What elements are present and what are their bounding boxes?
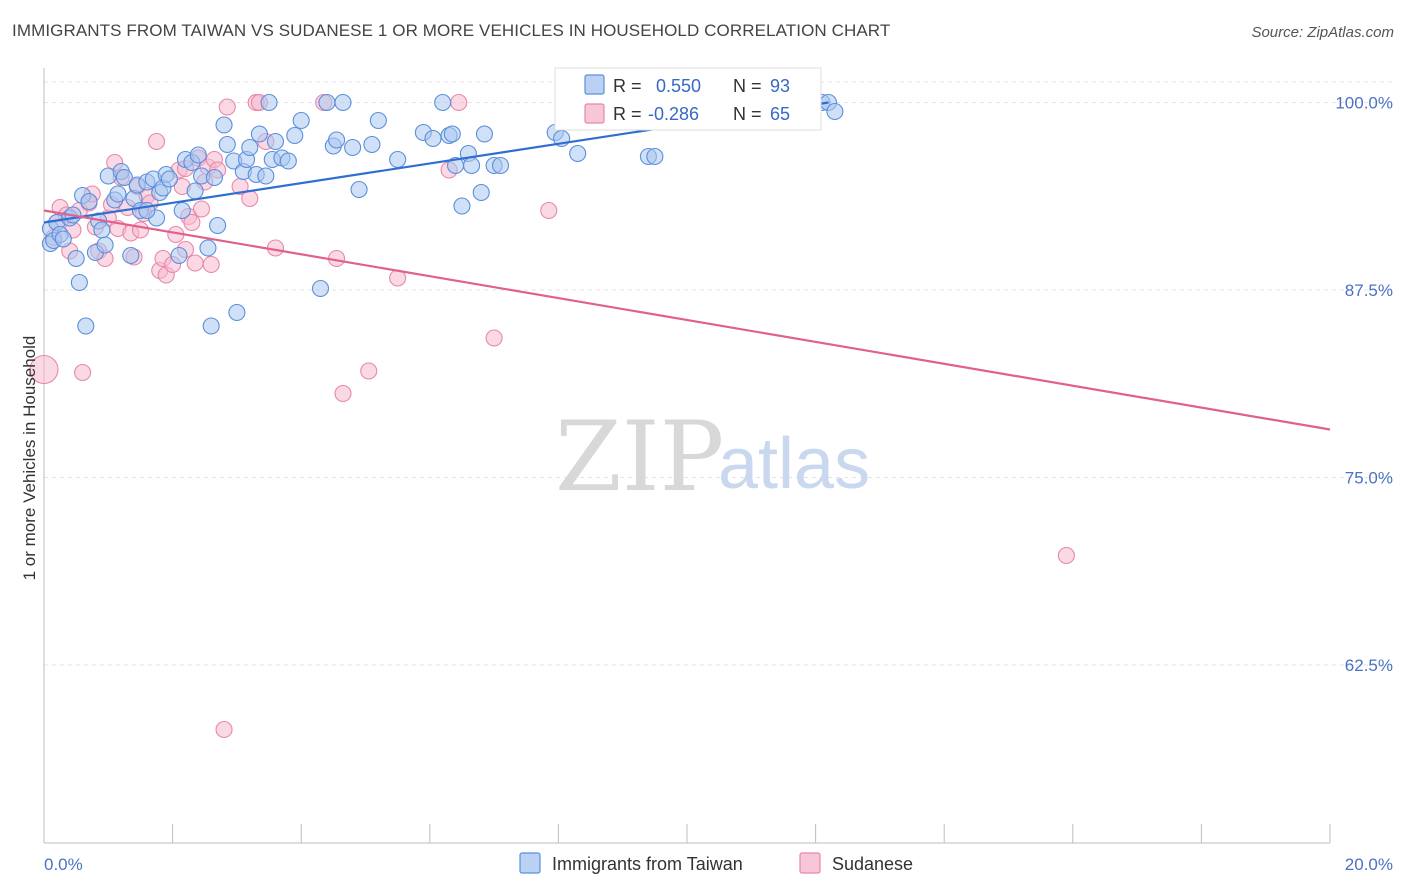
series-legend-swatch-sudanese — [799, 852, 821, 874]
point-taiwan — [826, 102, 844, 121]
point-taiwan — [491, 156, 510, 175]
legend-n-value-taiwan: 93 — [770, 76, 790, 96]
point-taiwan — [228, 303, 246, 322]
point-taiwan — [266, 132, 285, 151]
point-taiwan — [215, 116, 233, 134]
point-taiwan — [189, 146, 207, 164]
point-taiwan — [257, 167, 275, 185]
point-sudanese — [192, 200, 211, 218]
point-taiwan — [173, 201, 191, 220]
point-taiwan — [122, 246, 140, 265]
legend-n-value-sudanese: 65 — [770, 104, 790, 124]
point-sudanese — [186, 254, 204, 272]
point-sudanese — [131, 221, 149, 239]
y-tick-label: 87.5% — [1345, 281, 1393, 300]
point-sudanese — [360, 362, 378, 380]
point-sudanese — [183, 213, 201, 232]
point-taiwan — [286, 126, 304, 145]
point-taiwan — [67, 249, 85, 268]
point-taiwan — [292, 111, 310, 130]
legend-swatch-taiwan — [584, 74, 605, 95]
point-taiwan — [70, 273, 88, 292]
y-tick-labels: 62.5% 75.0% 87.5% 100.0% — [1335, 94, 1393, 676]
point-taiwan — [186, 182, 204, 200]
legend-r-value-taiwan: 0.550 — [656, 76, 701, 96]
trend-line-sudanese — [43, 209, 1331, 431]
x-tick-label-max: 20.0% — [1345, 855, 1393, 874]
watermark-zip: ZIP — [555, 401, 724, 513]
point-sudanese — [1057, 546, 1075, 565]
point-taiwan — [77, 317, 95, 335]
point-taiwan — [311, 279, 330, 298]
chart-title: IMMIGRANTS FROM TAIWAN VS SUDANESE 1 OR … — [12, 21, 891, 40]
series-legend: Immigrants from Taiwan Sudanese — [519, 852, 913, 874]
point-taiwan — [199, 239, 217, 257]
point-taiwan — [344, 138, 362, 157]
series-legend-label-taiwan: Immigrants from Taiwan — [552, 854, 743, 874]
point-sudanese — [215, 720, 233, 739]
point-taiwan — [453, 197, 471, 215]
point-sudanese — [74, 363, 92, 382]
point-taiwan — [350, 180, 368, 199]
point-taiwan — [115, 168, 133, 187]
source-label: Source: ZipAtlas.com — [1251, 24, 1394, 41]
point-taiwan — [646, 147, 664, 166]
point-sudanese — [218, 98, 236, 116]
x-axis-ticks — [43, 824, 1331, 843]
point-taiwan — [202, 317, 220, 335]
point-taiwan — [443, 125, 461, 143]
point-taiwan — [93, 221, 111, 239]
point-taiwan — [250, 125, 268, 143]
point-sudanese — [29, 354, 59, 385]
point-taiwan — [109, 185, 127, 203]
point-taiwan — [80, 192, 98, 211]
y-tick-label: 100.0% — [1335, 94, 1393, 113]
watermark-atlas: atlas — [718, 424, 870, 504]
point-sudanese — [202, 255, 220, 274]
point-taiwan — [363, 135, 381, 154]
point-taiwan — [434, 93, 452, 112]
point-taiwan — [328, 131, 346, 149]
point-taiwan — [160, 170, 178, 188]
point-taiwan — [205, 168, 223, 187]
point-taiwan — [279, 152, 297, 170]
point-taiwan — [170, 246, 188, 265]
y-tick-label: 62.5% — [1345, 656, 1393, 675]
legend-swatch-sudanese — [584, 103, 605, 124]
x-tick-label-min: 0.0% — [44, 855, 83, 874]
legend-n-label-sudanese: N = — [733, 104, 762, 124]
y-axis-title: 1 or more Vehicles in Household — [20, 336, 39, 581]
point-taiwan — [463, 156, 481, 175]
series-legend-swatch-taiwan — [519, 852, 541, 874]
point-taiwan — [334, 93, 352, 112]
series-taiwan-points — [41, 93, 844, 335]
point-sudanese — [334, 384, 352, 403]
legend-r-value-sudanese: -0.286 — [648, 104, 699, 124]
point-sudanese — [540, 201, 558, 220]
point-taiwan — [218, 135, 236, 154]
point-taiwan — [475, 125, 494, 143]
point-taiwan — [424, 129, 442, 148]
point-taiwan — [472, 183, 490, 202]
legend-r-label-sudanese: R = — [613, 104, 642, 124]
point-taiwan — [209, 216, 227, 235]
legend-r-label-taiwan: R = — [613, 76, 642, 96]
point-taiwan — [318, 93, 336, 112]
stats-legend: R = 0.550 N = 93 R = -0.286 N = 65 — [554, 67, 822, 131]
point-sudanese — [485, 329, 503, 347]
point-taiwan — [369, 111, 387, 130]
point-taiwan — [260, 93, 278, 112]
series-legend-label-sudanese: Sudanese — [832, 854, 913, 874]
y-tick-label: 75.0% — [1345, 469, 1393, 488]
point-taiwan — [389, 150, 407, 169]
legend-n-label-taiwan: N = — [733, 76, 762, 96]
point-taiwan — [54, 230, 72, 248]
point-sudanese — [450, 93, 468, 112]
point-taiwan — [241, 138, 259, 157]
point-taiwan — [569, 144, 587, 163]
point-sudanese — [147, 132, 166, 151]
point-taiwan — [96, 236, 114, 254]
